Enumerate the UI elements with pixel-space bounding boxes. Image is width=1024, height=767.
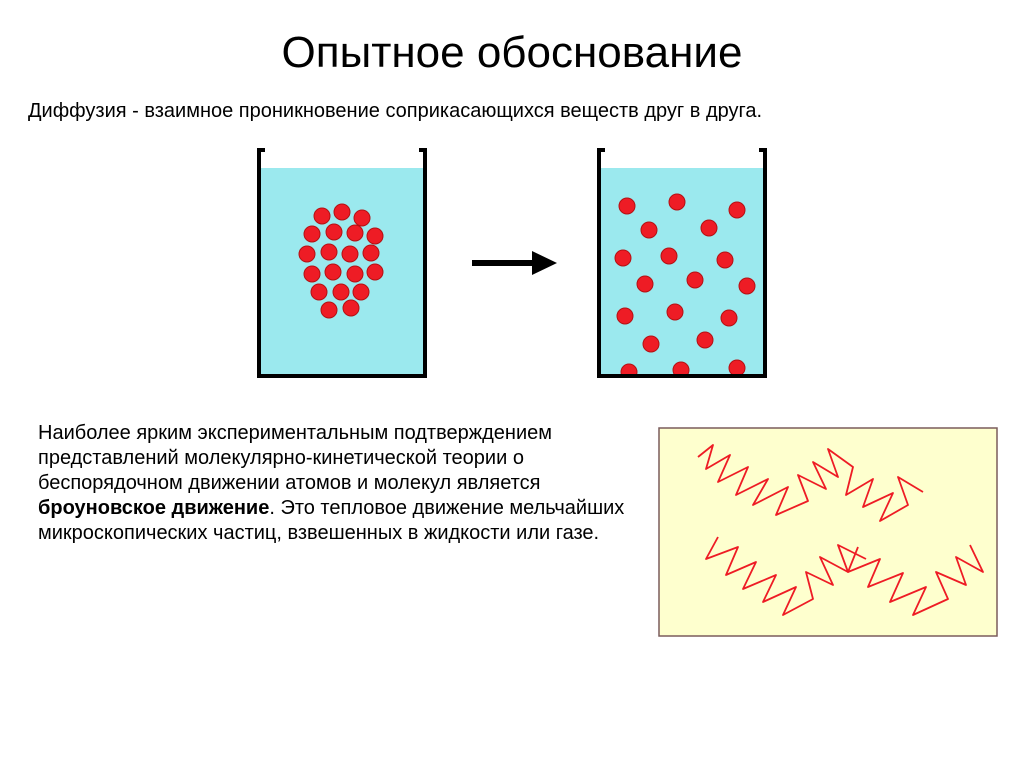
subtitle-text: Диффузия - взаимное проникновение соприк…: [0, 96, 1024, 133]
beaker-before: [257, 148, 427, 378]
body-paragraph: Наиболее ярким экспериментальным подтвер…: [38, 421, 648, 546]
body-part1: Наиболее ярким экспериментальным подтвер…: [38, 422, 552, 494]
body-bold: броуновское движение: [38, 497, 269, 519]
diffusion-diagram: [0, 133, 1024, 393]
beaker-after: [597, 148, 767, 378]
page-title: Опытное обоснование: [0, 0, 1024, 96]
brownian-motion-figure: [658, 427, 998, 637]
arrow-icon: [467, 243, 557, 283]
